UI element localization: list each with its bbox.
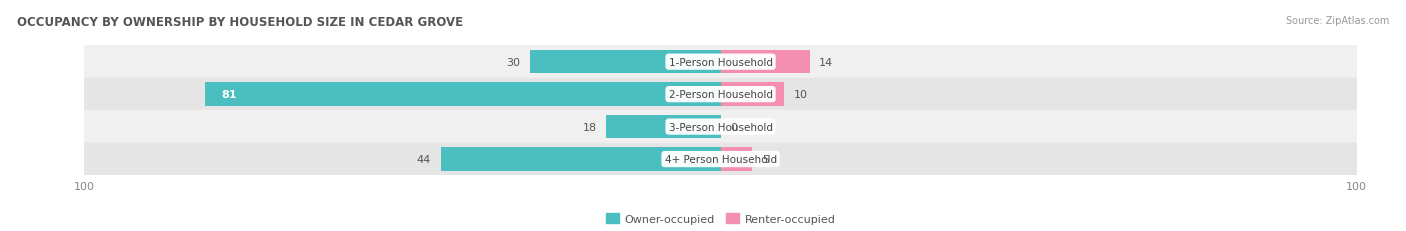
Bar bbox=[530, 51, 721, 74]
Text: 2-Person Household: 2-Person Household bbox=[669, 90, 772, 100]
Bar bbox=[606, 116, 721, 139]
Legend: Owner-occupied, Renter-occupied: Owner-occupied, Renter-occupied bbox=[602, 209, 839, 228]
Text: 0: 0 bbox=[730, 122, 737, 132]
Text: 1-Person Household: 1-Person Household bbox=[669, 57, 772, 67]
Bar bbox=[84, 143, 1357, 176]
Bar bbox=[84, 46, 1357, 79]
Text: 81: 81 bbox=[221, 90, 236, 100]
Bar bbox=[205, 83, 721, 106]
Text: 10: 10 bbox=[794, 90, 807, 100]
Bar bbox=[721, 51, 810, 74]
Text: 18: 18 bbox=[582, 122, 596, 132]
Bar bbox=[721, 148, 752, 171]
Bar bbox=[84, 79, 1357, 111]
Text: OCCUPANCY BY OWNERSHIP BY HOUSEHOLD SIZE IN CEDAR GROVE: OCCUPANCY BY OWNERSHIP BY HOUSEHOLD SIZE… bbox=[17, 16, 463, 29]
Text: 3-Person Household: 3-Person Household bbox=[669, 122, 772, 132]
Text: 30: 30 bbox=[506, 57, 520, 67]
Bar bbox=[721, 83, 785, 106]
Text: 14: 14 bbox=[820, 57, 834, 67]
Text: 44: 44 bbox=[416, 154, 432, 164]
Text: 4+ Person Household: 4+ Person Household bbox=[665, 154, 776, 164]
Bar bbox=[440, 148, 721, 171]
Text: Source: ZipAtlas.com: Source: ZipAtlas.com bbox=[1285, 16, 1389, 26]
Text: 5: 5 bbox=[762, 154, 769, 164]
Bar bbox=[84, 111, 1357, 143]
